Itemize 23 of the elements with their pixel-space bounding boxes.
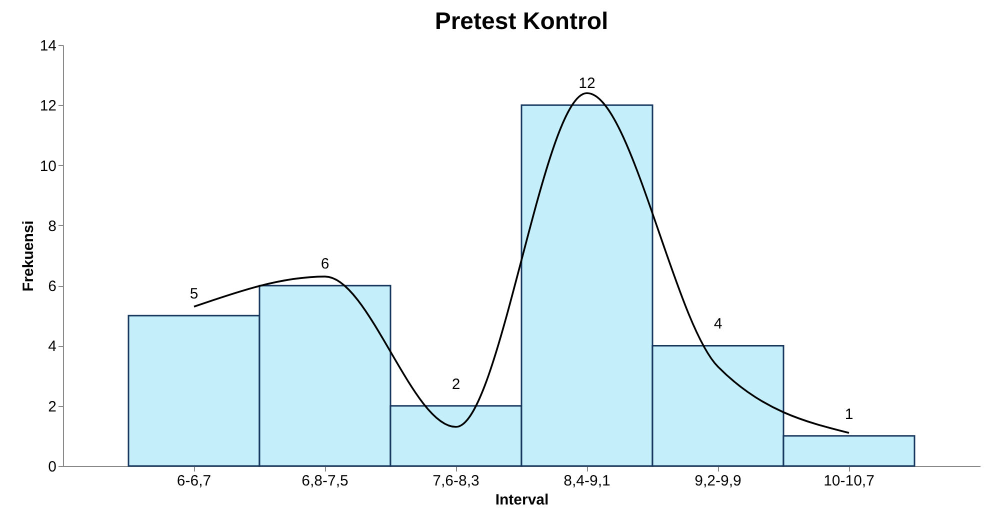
data-label: 12	[578, 75, 596, 92]
y-tick-label: 6	[48, 278, 56, 296]
y-tick-label: 2	[48, 398, 56, 416]
data-label: 1	[844, 406, 854, 423]
chart-title: Pretest Kontrol	[434, 8, 608, 35]
x-tick-label: 6-6,7	[176, 472, 212, 490]
x-tick-label: 8,4-9,1	[564, 472, 610, 490]
y-tick-label: 4	[48, 338, 56, 356]
y-tick-label: 8	[48, 218, 56, 235]
y-axis-title: Frekuensi	[20, 220, 37, 292]
y-tick-label: 0	[48, 458, 56, 476]
data-label: 2	[452, 376, 460, 393]
x-tick-label: 10-10,7	[824, 472, 874, 490]
y-tick-label: 12	[40, 98, 56, 115]
x-tick-label: 7,6-8,3	[432, 472, 480, 490]
x-tick-label: 9,2-9,9	[694, 472, 742, 490]
y-tick-label: 14	[40, 38, 56, 54]
data-label: 5	[190, 286, 198, 303]
y-tick-label: 10	[40, 158, 56, 175]
x-tick-label: 6,8-7,5	[302, 472, 348, 490]
x-axis-title: Interval	[495, 492, 549, 508]
data-label: 6	[320, 256, 330, 273]
data-label: 4	[714, 316, 722, 333]
